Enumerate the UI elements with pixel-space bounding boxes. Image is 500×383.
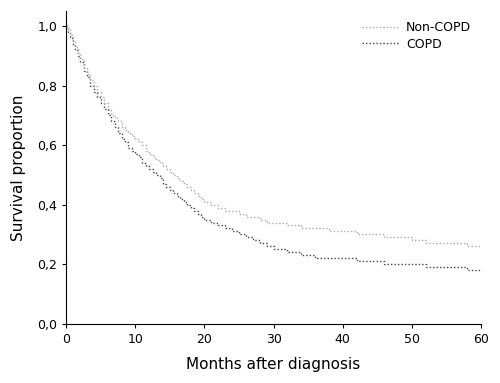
X-axis label: Months after diagnosis: Months after diagnosis — [186, 357, 360, 372]
Y-axis label: Survival proportion: Survival proportion — [11, 94, 26, 241]
Legend: Non-COPD, COPD: Non-COPD, COPD — [358, 17, 474, 55]
